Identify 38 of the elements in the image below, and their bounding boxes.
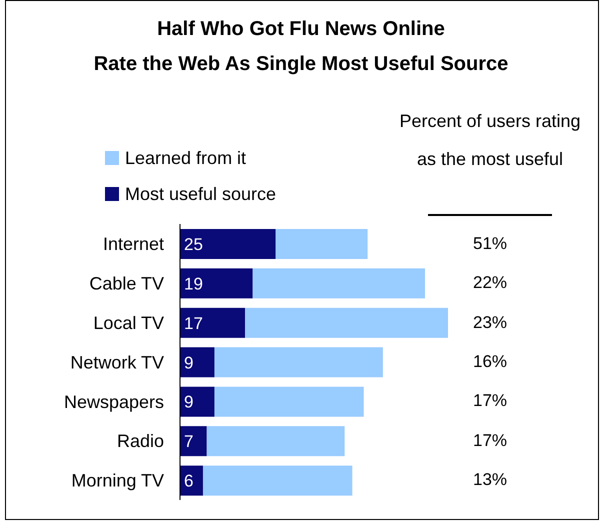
bar — [180, 268, 253, 298]
y-tick-label: Network TV — [70, 352, 164, 372]
data-label: 7 — [184, 432, 194, 452]
legend-label: Learned from it — [125, 147, 246, 170]
text: 17% — [472, 390, 508, 412]
text: 22% — [472, 272, 508, 294]
y-tick-label: Local TV — [93, 312, 164, 333]
text: 13% — [472, 469, 508, 492]
text: 23% — [472, 312, 508, 334]
y-tick-label: Newspapers — [64, 392, 164, 412]
data-label: 17 — [184, 314, 203, 333]
legend-label: Most useful source — [125, 183, 276, 206]
bar — [214, 347, 383, 378]
text: 51% — [472, 232, 508, 255]
chart-title: Half Who Got Flu News Online Rate the Web As Single Most Useful Source — [92, 17, 510, 77]
bar — [202, 466, 352, 496]
data-label: 6 — [184, 472, 194, 491]
data-label: 9 — [184, 392, 194, 412]
bar — [180, 347, 214, 378]
bar — [180, 308, 246, 338]
bar — [180, 229, 276, 259]
bar — [180, 386, 214, 417]
bar — [206, 426, 345, 456]
data-label: 9 — [184, 353, 194, 372]
data-label: 19 — [184, 274, 203, 294]
y-tick-label: Morning TV — [71, 470, 164, 491]
y-tick-label: Cable TV — [89, 274, 164, 294]
data-label: 25 — [184, 235, 203, 254]
bar — [214, 386, 364, 417]
text: Percent of users rating as the most useful — [398, 110, 582, 171]
y-tick-label: Radio — [117, 431, 164, 452]
bar — [276, 229, 368, 259]
text: 16% — [472, 351, 508, 373]
y-tick-label: Internet — [103, 234, 164, 254]
text: 17% — [472, 430, 508, 452]
bar — [180, 426, 207, 456]
bar — [252, 268, 426, 298]
bar — [245, 308, 448, 338]
